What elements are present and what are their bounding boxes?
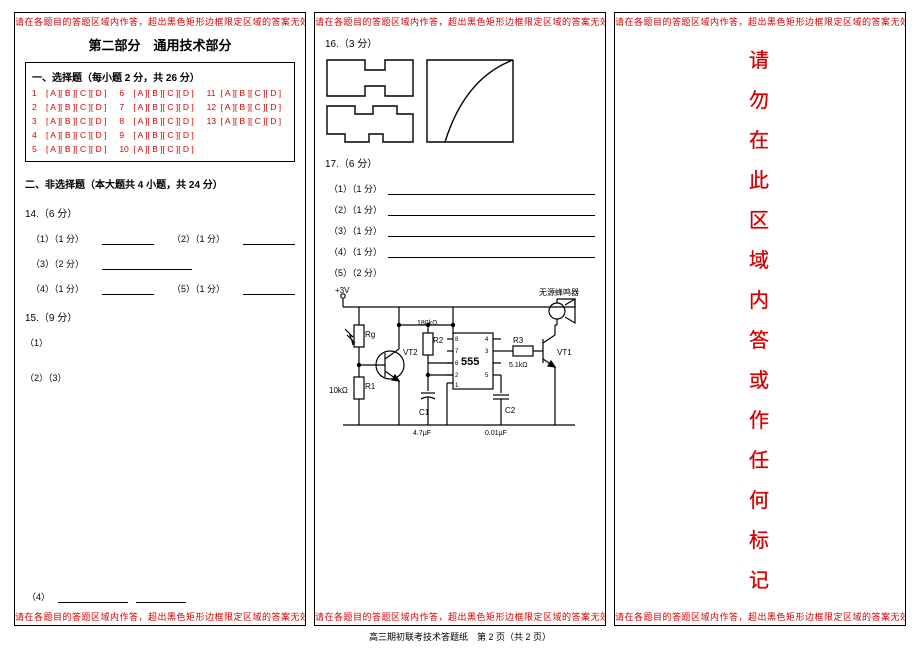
answer-blank[interactable] bbox=[136, 593, 186, 603]
mc-cell[interactable]: 7[ A ][ B ][ C ][ D ] bbox=[119, 102, 200, 114]
warning-top: 请在各题目的答题区域内作答，超出黑色矩形边框限定区域的答案无效 bbox=[15, 15, 305, 28]
mc-cell[interactable]: 4[ A ][ B ][ C ][ D ] bbox=[32, 130, 113, 142]
q16-shape-2 bbox=[425, 58, 515, 144]
mc-cell[interactable]: 1[ A ][ B ][ C ][ D ] bbox=[32, 88, 113, 100]
q14-row3: （4）（1 分） （5）（1 分） bbox=[31, 282, 295, 295]
circuit-c1-label: C1 bbox=[419, 408, 430, 417]
mc-cell[interactable]: 2[ A ][ B ][ C ][ D ] bbox=[32, 102, 113, 114]
answer-blank[interactable] bbox=[102, 235, 154, 245]
svg-text:4: 4 bbox=[485, 337, 489, 343]
svg-text:2: 2 bbox=[455, 373, 459, 379]
mc-grid: 1[ A ][ B ][ C ][ D ] 6[ A ][ B ][ C ][ D… bbox=[32, 88, 288, 155]
section-title: 第二部分 通用技术部分 bbox=[25, 35, 295, 54]
circuit-diagram: +3V Rg VT2 10kΩ R1 R2 180kΩ C1 4.7μF C2 … bbox=[325, 285, 595, 440]
q16-shape-1 bbox=[325, 58, 415, 98]
warning-top: 请在各题目的答题区域内作答，超出黑色矩形边框限定区域的答案无效 bbox=[615, 15, 905, 28]
q14-row2: （3）（2 分） bbox=[31, 257, 295, 270]
mc-cell[interactable] bbox=[207, 144, 288, 156]
circuit-vt2-label: VT2 bbox=[403, 348, 418, 357]
warning-top: 请在各题目的答题区域内作答，超出黑色矩形边框限定区域的答案无效 bbox=[315, 15, 605, 28]
q15-sub2: （2）（3） bbox=[25, 371, 295, 384]
circuit-c1val-label: 4.7μF bbox=[413, 430, 431, 437]
mc-cell[interactable] bbox=[207, 130, 288, 142]
mc-cell[interactable]: 6[ A ][ B ][ C ][ D ] bbox=[119, 88, 200, 100]
circuit-chip-label: 555 bbox=[461, 356, 479, 368]
mc-cell[interactable]: 9[ A ][ B ][ C ][ D ] bbox=[119, 130, 200, 142]
q17-sub-label: （1）（1 分） bbox=[329, 182, 382, 195]
svg-text:3: 3 bbox=[485, 349, 489, 355]
circuit-r1val-label: 10kΩ bbox=[329, 386, 348, 395]
q14-sub5-label: （5）（1 分） bbox=[172, 282, 225, 295]
panel-left: 请在各题目的答题区域内作答，超出黑色矩形边框限定区域的答案无效 第二部分 通用技… bbox=[14, 12, 306, 626]
answer-blank[interactable] bbox=[58, 593, 128, 603]
q15-foot-label: （4） bbox=[27, 590, 50, 603]
q15-sub1: （1） bbox=[25, 336, 295, 349]
svg-text:8: 8 bbox=[455, 337, 459, 343]
q14-sub4-label: （4）（1 分） bbox=[31, 282, 84, 295]
circuit-buzzer-label: 无源蜂鸣器 bbox=[539, 287, 579, 297]
q16-shape-3 bbox=[325, 104, 415, 144]
q16-figures bbox=[325, 58, 595, 143]
circuit-r3-label: R3 bbox=[513, 336, 524, 345]
warning-bottom: 请在各题目的答题区域内作答，超出黑色矩形边框限定区域的答案无效 bbox=[615, 610, 905, 623]
q14-sub1-label: （1）（1 分） bbox=[31, 232, 84, 245]
circuit-r2-label: R2 bbox=[433, 336, 444, 345]
forbidden-notice: 请勿在此区域内答或作任何标记 bbox=[749, 41, 771, 601]
q15-foot: （4） bbox=[27, 590, 293, 603]
warning-bottom: 请在各题目的答题区域内作答，超出黑色矩形边框限定区域的答案无效 bbox=[15, 610, 305, 623]
mc-cell[interactable]: 10[ A ][ B ][ C ][ D ] bbox=[119, 144, 200, 156]
warning-bottom: 请在各题目的答题区域内作答，超出黑色矩形边框限定区域的答案无效 bbox=[315, 610, 605, 623]
q17-sub-label: （2）（1 分） bbox=[329, 203, 382, 216]
circuit-rg-label: Rg bbox=[365, 330, 375, 339]
multiple-choice-box: 一、选择题（每小题 2 分，共 26 分） 1[ A ][ B ][ C ][ … bbox=[25, 62, 295, 162]
svg-text:6: 6 bbox=[455, 361, 459, 367]
q14-row1: （1）（1 分） （2）（1 分） bbox=[31, 232, 295, 245]
q16-head: 16.（3 分） bbox=[325, 35, 595, 50]
q15-head: 15.（9 分） bbox=[25, 309, 295, 324]
q17-head: 17.（6 分） bbox=[325, 155, 595, 170]
svg-text:1: 1 bbox=[455, 383, 459, 389]
q17-sub-label: （3）（1 分） bbox=[329, 224, 382, 237]
answer-blank[interactable] bbox=[388, 206, 595, 216]
circuit-c2-label: C2 bbox=[505, 406, 516, 415]
mc-cell[interactable]: 5[ A ][ B ][ C ][ D ] bbox=[32, 144, 113, 156]
q17-subs: （1）（1 分） （2）（1 分） （3）（1 分） （4）（1 分） （5）（… bbox=[325, 174, 595, 279]
svg-text:5: 5 bbox=[485, 373, 489, 379]
circuit-vt1-label: VT1 bbox=[557, 348, 572, 357]
q14-sub2-label: （2）（1 分） bbox=[172, 232, 225, 245]
answer-blank[interactable] bbox=[388, 185, 595, 195]
answer-blank[interactable] bbox=[243, 285, 295, 295]
page-footer: 高三期初联考技术答题纸 第 2 页（共 2 页） bbox=[14, 630, 906, 643]
answer-blank[interactable] bbox=[102, 260, 192, 270]
q14-head: 14.（6 分） bbox=[25, 205, 295, 220]
q17-sub-label: （5）（2 分） bbox=[329, 266, 382, 279]
q14-sub3-label: （3）（2 分） bbox=[31, 257, 84, 270]
answer-blank[interactable] bbox=[388, 227, 595, 237]
circuit-c2val-label: 0.01μF bbox=[485, 430, 507, 437]
mc-header: 一、选择题（每小题 2 分，共 26 分） bbox=[32, 69, 288, 84]
mc-cell[interactable]: 12[ A ][ B ][ C ][ D ] bbox=[207, 102, 288, 114]
nonchoice-header: 二、非选择题（本大题共 4 小题，共 24 分） bbox=[25, 176, 295, 191]
answer-blank[interactable] bbox=[388, 248, 595, 258]
panel-middle: 请在各题目的答题区域内作答，超出黑色矩形边框限定区域的答案无效 16.（3 分）… bbox=[314, 12, 606, 626]
q17-sub-label: （4）（1 分） bbox=[329, 245, 382, 258]
answer-blank[interactable] bbox=[102, 285, 154, 295]
mc-cell[interactable]: 3[ A ][ B ][ C ][ D ] bbox=[32, 116, 113, 128]
mc-cell[interactable]: 13[ A ][ B ][ C ][ D ] bbox=[207, 116, 288, 128]
answer-blank[interactable] bbox=[243, 235, 295, 245]
circuit-r1-label: R1 bbox=[365, 382, 376, 391]
circuit-r2val-label: 180kΩ bbox=[417, 320, 437, 327]
circuit-r3val-label: 5.1kΩ bbox=[509, 362, 527, 369]
svg-text:7: 7 bbox=[455, 349, 459, 355]
mc-cell[interactable]: 8[ A ][ B ][ C ][ D ] bbox=[119, 116, 200, 128]
mc-cell[interactable]: 11[ A ][ B ][ C ][ D ] bbox=[207, 88, 288, 100]
circuit-supply-label: +3V bbox=[335, 286, 350, 295]
panel-right: 请在各题目的答题区域内作答，超出黑色矩形边框限定区域的答案无效 请勿在此区域内答… bbox=[614, 12, 906, 626]
